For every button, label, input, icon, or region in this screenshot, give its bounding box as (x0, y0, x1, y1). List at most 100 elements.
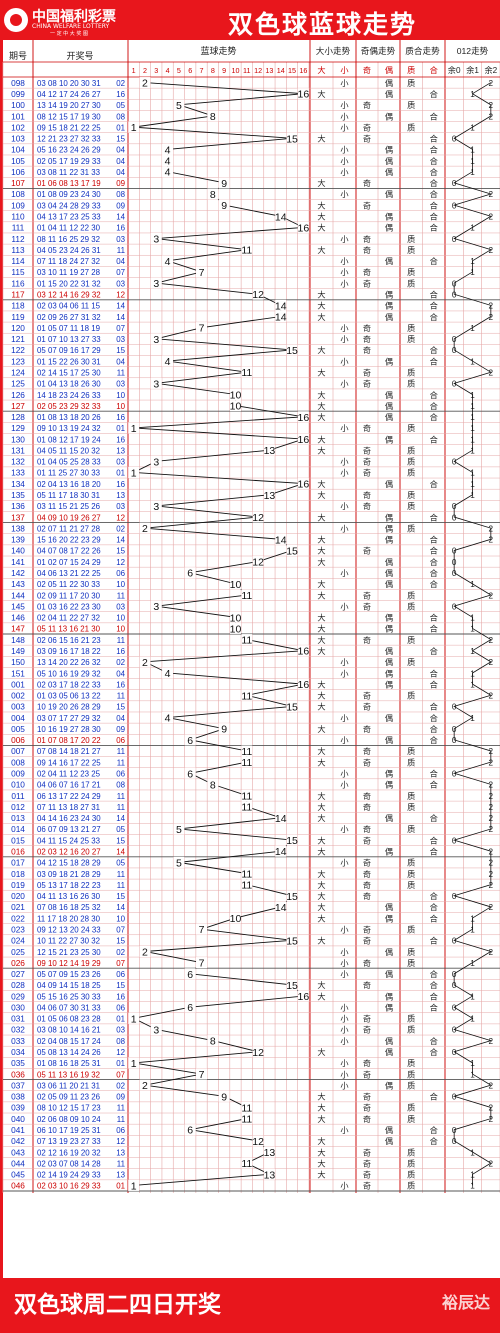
blue-point-label: 5 (176, 824, 182, 836)
issue-cell: 042 (11, 1136, 25, 1146)
blue-point-bg (150, 1023, 162, 1035)
size-mark: 大 (317, 891, 325, 901)
draw-cell: 02 05 23 29 32 33 (37, 402, 101, 411)
mod-mark: 1 (470, 680, 475, 689)
draw-blue-cell: 01 (116, 424, 125, 433)
prime-mark: 质 (407, 423, 415, 433)
parity-mark: 偶 (385, 568, 393, 578)
blue-point-label: 12 (252, 512, 264, 524)
size-mark: 大 (317, 613, 325, 623)
blue-point-bg (241, 589, 253, 601)
draw-blue-cell: 02 (116, 948, 125, 957)
blue-point-bg (184, 1124, 196, 1136)
parity-mark: 偶 (385, 111, 393, 121)
issue-cell: 122 (11, 345, 25, 355)
issue-cell: 009 (11, 769, 25, 779)
size-mark: 小 (340, 156, 348, 166)
blue-subheader: 12 (254, 66, 262, 75)
issue-cell: 117 (11, 290, 25, 300)
prime-mark: 合 (430, 980, 438, 990)
blue-point-bg (275, 845, 287, 857)
draw-blue-cell: 09 (116, 725, 125, 734)
size-mark: 小 (340, 278, 348, 288)
prime-mark: 质 (407, 824, 415, 834)
prime-mark: 质 (407, 468, 415, 478)
draw-blue-cell: 15 (116, 346, 125, 355)
blue-point-bg (218, 177, 230, 189)
blue-point-label: 7 (199, 1069, 205, 1081)
blue-point-bg (184, 767, 196, 779)
blue-point-bg (252, 1046, 264, 1058)
draw-cell: 14 18 23 24 26 33 (37, 391, 101, 400)
draw-blue-cell: 15 (116, 981, 125, 990)
draw-blue-cell: 04 (116, 157, 125, 166)
blue-point-bg (286, 834, 298, 846)
parity-mark: 奇 (363, 100, 371, 110)
draw-cell: 09 14 16 17 22 25 (37, 758, 101, 767)
size-subheader: 大 (317, 65, 325, 75)
blue-point-label: 1 (131, 1058, 137, 1070)
draw-blue-cell: 16 (116, 224, 125, 233)
blue-subheader: 13 (265, 66, 273, 75)
blue-point-label: 9 (221, 200, 227, 212)
draw-blue-cell: 11 (117, 758, 125, 767)
size-mark: 小 (340, 468, 348, 478)
mod-mark: 0 (452, 703, 457, 712)
size-mark: 小 (340, 1014, 348, 1024)
size-mark: 小 (340, 858, 348, 868)
draw-cell: 07 11 18 24 27 32 (37, 257, 100, 266)
draw-blue-cell: 11 (117, 803, 125, 812)
size-mark: 大 (317, 445, 325, 455)
mod-mark: 0 (452, 1093, 457, 1102)
blue-point-label: 12 (252, 557, 264, 569)
issue-cell: 037 (11, 1080, 25, 1090)
blue-point-label: 3 (153, 1024, 159, 1036)
size-mark: 小 (340, 523, 348, 533)
draw-blue-cell: 09 (116, 1093, 125, 1102)
prime-mark: 合 (430, 1002, 438, 1012)
prime-mark: 合 (430, 991, 438, 1001)
draw-cell: 10 19 20 26 28 29 (37, 703, 101, 712)
draw-blue-cell: 12 (116, 513, 125, 522)
issue-cell: 130 (11, 434, 25, 444)
mod-mark: 0 (452, 346, 457, 355)
mod-mark: 0 (452, 602, 457, 611)
parity-mark: 偶 (385, 902, 393, 912)
draw-cell: 04 11 15 24 25 33 (37, 836, 101, 845)
size-mark: 小 (340, 924, 348, 934)
mod-mark: 2 (489, 636, 494, 645)
draw-blue-cell: 02 (116, 524, 125, 533)
blue-point-label: 14 (275, 534, 287, 546)
size-mark: 大 (317, 1136, 325, 1146)
issue-cell: 142 (11, 568, 25, 578)
draw-blue-cell: 02 (116, 79, 125, 88)
size-mark: 小 (340, 780, 348, 790)
issue-cell: 041 (11, 1125, 25, 1135)
draw-blue-cell: 03 (116, 602, 125, 611)
draw-blue-cell: 13 (116, 1148, 125, 1157)
parity-mark: 偶 (385, 913, 393, 923)
blue-point-label: 11 (241, 1114, 252, 1126)
parity-mark: 奇 (363, 1114, 371, 1124)
issue-cell: 149 (11, 646, 25, 656)
prime-mark: 合 (430, 178, 438, 188)
draw-cell: 02 04 11 22 27 32 (37, 614, 100, 623)
parity-mark: 奇 (363, 1147, 371, 1157)
mod-mark: 0 (452, 1137, 457, 1146)
size-mark: 大 (317, 635, 325, 645)
issue-cell: 144 (11, 590, 25, 600)
draw-blue-cell: 02 (116, 658, 125, 667)
parity-mark: 奇 (363, 757, 371, 767)
draw-blue-cell: 08 (116, 190, 125, 199)
prime-mark: 质 (407, 858, 415, 868)
lottery-logo: 中国福利彩票 CHINA WELFARE LOTTERY 一 定 中 大 奖 图 (4, 6, 154, 37)
issue-cell: 105 (11, 156, 25, 166)
issue-cell: 146 (11, 613, 25, 623)
prime-mark: 合 (430, 646, 438, 656)
draw-blue-cell: 14 (116, 814, 125, 823)
issue-cell: 023 (11, 924, 25, 934)
blue-point-bg (297, 645, 309, 657)
issue-cell: 133 (11, 468, 25, 478)
prime-mark: 合 (430, 668, 438, 678)
draw-cell: 01 11 25 27 30 33 (37, 469, 101, 478)
